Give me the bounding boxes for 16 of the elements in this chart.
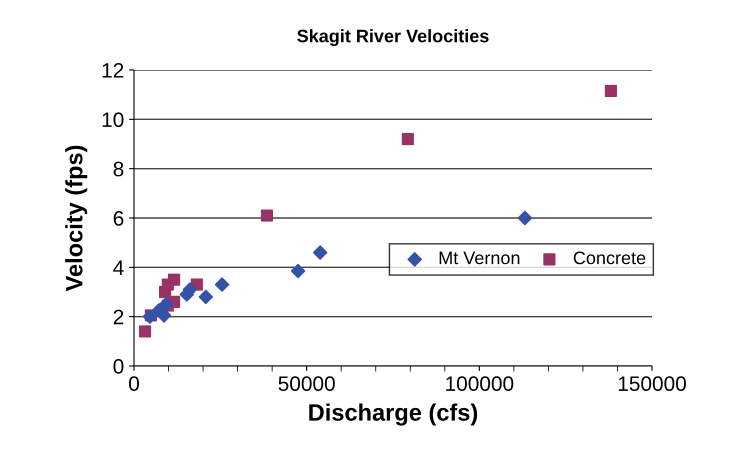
x-axis-title: Discharge (cfs)	[309, 403, 478, 426]
x-tick-label: 0	[129, 376, 139, 392]
y-tick-label: 12	[102, 63, 124, 78]
y-tick-label: 8	[114, 162, 124, 176]
y-axis-title: Velocity (fps)	[65, 146, 88, 292]
y-tick-label: 2	[114, 310, 124, 324]
x-tick-label: 50000	[278, 376, 335, 392]
chart-title: Skagit River Velocities	[297, 29, 489, 46]
y-tick-label: 10	[102, 112, 124, 128]
x-tick-label: 100000	[446, 376, 514, 392]
y-tick-label: 4	[113, 260, 124, 275]
legend-label: Mt Vernon	[440, 252, 520, 264]
x-tick-label: 150000	[618, 376, 686, 392]
y-tick-label: 0	[114, 359, 124, 374]
legend-label: Concrete	[574, 252, 646, 264]
y-tick-label: 6	[114, 211, 124, 226]
